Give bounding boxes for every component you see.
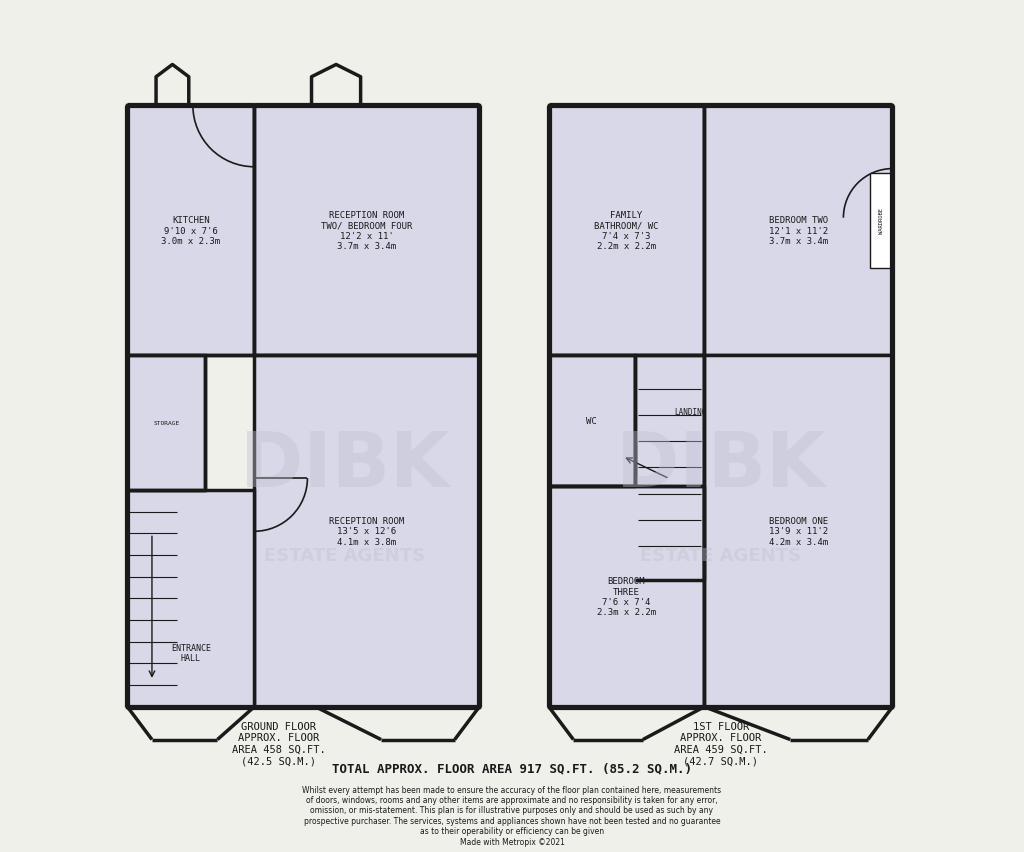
Text: RECEPTION ROOM
13'5 x 12'6
4.1m x 3.8m: RECEPTION ROOM 13'5 x 12'6 4.1m x 3.8m: [329, 516, 404, 546]
Bar: [705, 106, 893, 355]
Text: FAMILY
BATHROOM/ WC
7'4 x 7'3
2.2m x 2.2m: FAMILY BATHROOM/ WC 7'4 x 7'3 2.2m x 2.2…: [594, 210, 658, 251]
Text: ESTATE AGENTS: ESTATE AGENTS: [264, 547, 425, 565]
Text: WARDROBE: WARDROBE: [879, 208, 884, 234]
Bar: [869, 174, 893, 268]
Text: TOTAL APPROX. FLOOR AREA 917 SQ.FT. (85.2 SQ.M.): TOTAL APPROX. FLOOR AREA 917 SQ.FT. (85.…: [332, 762, 692, 774]
Text: RECEPTION ROOM
TWO/ BEDROOM FOUR
12'2 x 11'
3.7m x 3.4m: RECEPTION ROOM TWO/ BEDROOM FOUR 12'2 x …: [322, 210, 413, 251]
Text: GROUND FLOOR
APPROX. FLOOR
AREA 458 SQ.FT.
(42.5 SQ.M.): GROUND FLOOR APPROX. FLOOR AREA 458 SQ.F…: [231, 721, 326, 766]
Text: BEDROOM TWO
12'1 x 11'2
3.7m x 3.4m: BEDROOM TWO 12'1 x 11'2 3.7m x 3.4m: [769, 216, 828, 245]
Bar: [549, 355, 635, 486]
Text: DIBK: DIBK: [240, 429, 449, 503]
Text: ESTATE AGENTS: ESTATE AGENTS: [640, 547, 801, 565]
Bar: [127, 106, 254, 355]
Bar: [127, 491, 254, 707]
Text: 1ST FLOOR
APPROX. FLOOR
AREA 459 SQ.FT.
(42.7 SQ.M.): 1ST FLOOR APPROX. FLOOR AREA 459 SQ.FT. …: [674, 721, 768, 766]
Bar: [549, 106, 705, 355]
Bar: [635, 355, 705, 580]
Text: STORAGE: STORAGE: [154, 421, 179, 425]
Text: BEDROOM
THREE
7'6 x 7'4
2.3m x 2.2m: BEDROOM THREE 7'6 x 7'4 2.3m x 2.2m: [597, 577, 656, 617]
Bar: [705, 355, 893, 707]
Text: DIBK: DIBK: [616, 429, 825, 503]
Bar: [549, 486, 705, 707]
Bar: [127, 355, 205, 491]
Text: WC: WC: [587, 417, 597, 425]
Bar: [254, 106, 479, 355]
Text: LANDING: LANDING: [674, 407, 707, 417]
Text: ENTRANCE
HALL: ENTRANCE HALL: [171, 643, 211, 663]
Text: BEDROOM ONE
13'9 x 11'2
4.2m x 3.4m: BEDROOM ONE 13'9 x 11'2 4.2m x 3.4m: [769, 516, 828, 546]
Text: KITCHEN
9'10 x 7'6
3.0m x 2.3m: KITCHEN 9'10 x 7'6 3.0m x 2.3m: [161, 216, 220, 245]
Bar: [254, 355, 479, 707]
Text: Whilst every attempt has been made to ensure the accuracy of the floor plan cont: Whilst every attempt has been made to en…: [302, 785, 722, 845]
